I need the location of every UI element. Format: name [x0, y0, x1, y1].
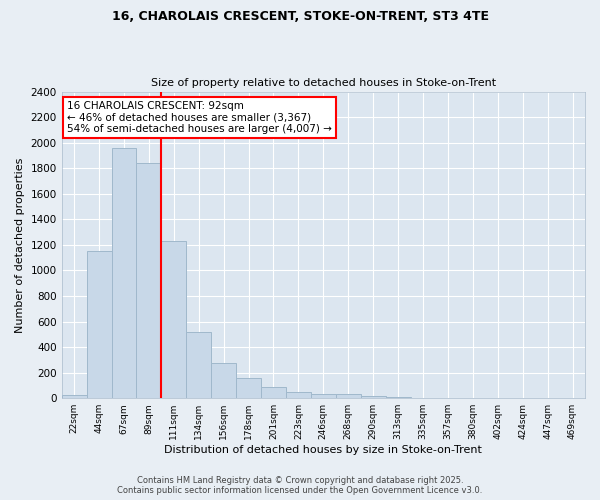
Bar — [361, 396, 386, 398]
Bar — [136, 163, 161, 398]
Bar — [112, 148, 136, 398]
Bar — [236, 378, 261, 398]
Y-axis label: Number of detached properties: Number of detached properties — [15, 157, 25, 332]
Text: 16, CHAROLAIS CRESCENT, STOKE-ON-TRENT, ST3 4TE: 16, CHAROLAIS CRESCENT, STOKE-ON-TRENT, … — [112, 10, 488, 23]
Bar — [311, 394, 336, 398]
Bar — [336, 394, 361, 398]
Bar — [186, 332, 211, 398]
Bar — [86, 252, 112, 398]
Title: Size of property relative to detached houses in Stoke-on-Trent: Size of property relative to detached ho… — [151, 78, 496, 88]
Text: Contains HM Land Registry data © Crown copyright and database right 2025.
Contai: Contains HM Land Registry data © Crown c… — [118, 476, 482, 495]
X-axis label: Distribution of detached houses by size in Stoke-on-Trent: Distribution of detached houses by size … — [164, 445, 482, 455]
Bar — [261, 386, 286, 398]
Bar — [161, 241, 186, 398]
Bar — [211, 363, 236, 398]
Bar — [62, 395, 86, 398]
Bar — [386, 397, 410, 398]
Bar — [286, 392, 311, 398]
Text: 16 CHAROLAIS CRESCENT: 92sqm
← 46% of detached houses are smaller (3,367)
54% of: 16 CHAROLAIS CRESCENT: 92sqm ← 46% of de… — [67, 101, 332, 134]
